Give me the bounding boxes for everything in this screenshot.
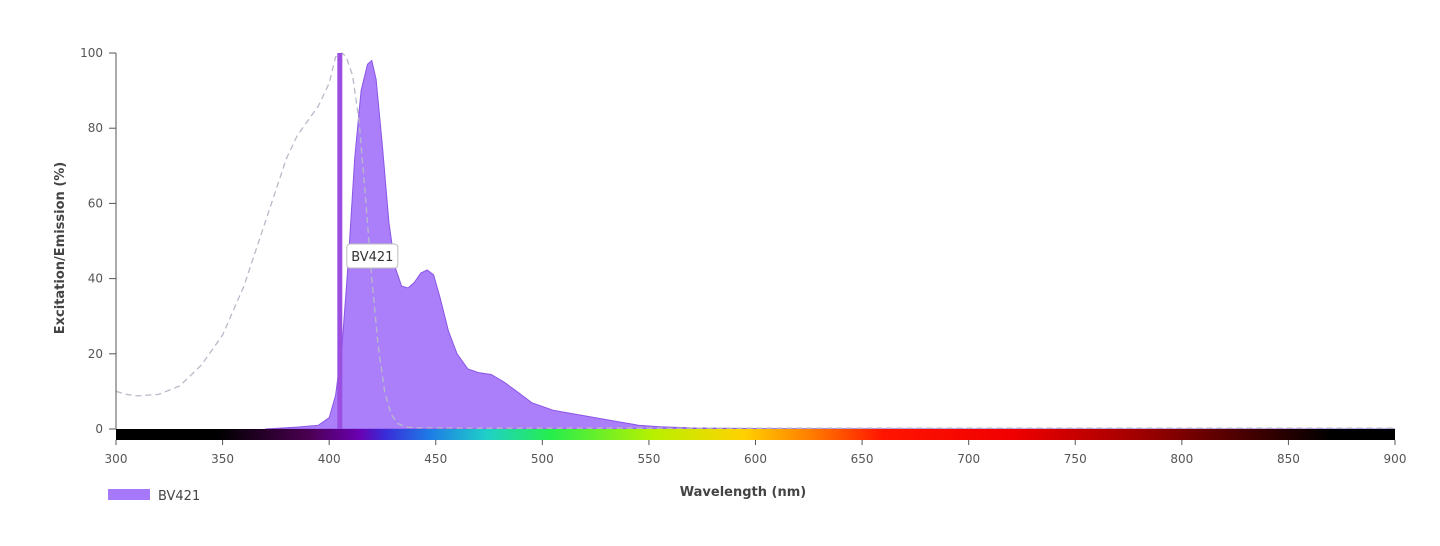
- x-tick-label-550: 550: [637, 452, 660, 466]
- x-tick-label-450: 450: [424, 452, 447, 466]
- x-tick-label-750: 750: [1064, 452, 1087, 466]
- y-tick-label-80: 80: [88, 121, 103, 135]
- x-tick-label-300: 300: [105, 452, 128, 466]
- y-tick-label-100: 100: [80, 46, 103, 60]
- y-tick-label-20: 20: [88, 347, 103, 361]
- x-axis-title: Wavelength (nm): [680, 485, 806, 500]
- x-tick-label-500: 500: [531, 452, 554, 466]
- callout-label-bv421: BV421: [351, 250, 393, 265]
- wavelength-color-bar: [116, 429, 1395, 440]
- x-tick-label-650: 650: [851, 452, 874, 466]
- excitation-series-bv421-excitation: [115, 52, 1395, 429]
- emission-series-bv421: [265, 59, 1395, 430]
- plot-area: 0 20 40 60 80 100 300 350 400 450 500 550 600 650 700 7…: [80, 46, 1406, 466]
- x-tick-label-400: 400: [318, 452, 341, 466]
- y-tick-label-40: 40: [88, 272, 103, 286]
- callout-box-bv421: [346, 243, 399, 269]
- y-axis-title: Excitation/Emission (%): [53, 162, 68, 334]
- legend-label-bv421: BV421: [158, 489, 200, 504]
- legend: BV421: [108, 489, 200, 504]
- x-tick-label-700: 700: [957, 452, 980, 466]
- y-tick-label-0: 0: [95, 422, 103, 436]
- x-tick-label-350: 350: [211, 452, 234, 466]
- x-tick-label-900: 900: [1384, 452, 1407, 466]
- x-tick-label-850: 850: [1277, 452, 1300, 466]
- x-tick-label-800: 800: [1170, 452, 1193, 466]
- x-tick-label-600: 600: [744, 452, 767, 466]
- legend-swatch-bv421: [108, 489, 150, 500]
- y-tick-label-60: 60: [88, 196, 103, 210]
